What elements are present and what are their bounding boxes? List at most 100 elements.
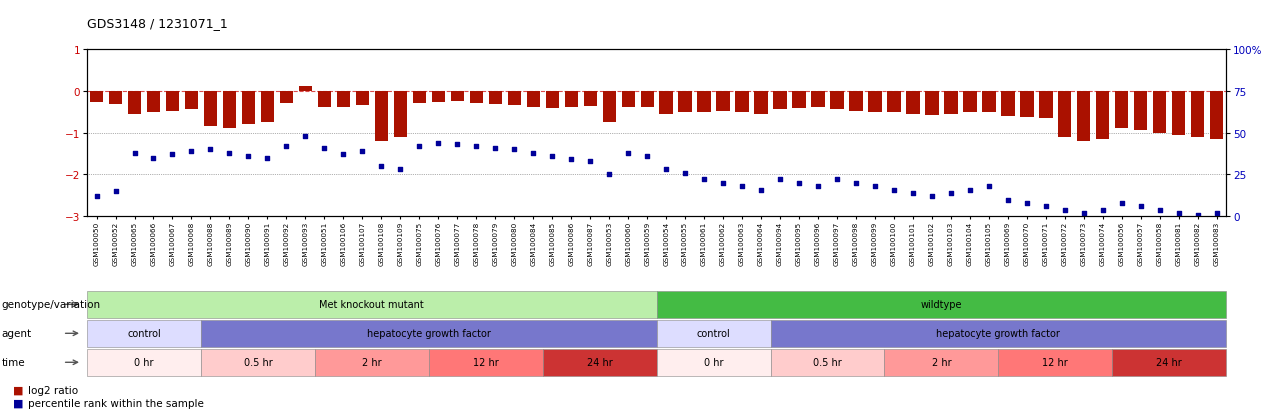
Bar: [166, 91, 179, 112]
Point: [1093, 207, 1114, 214]
Text: 12 hr: 12 hr: [1042, 357, 1069, 368]
Text: 0 hr: 0 hr: [704, 357, 723, 368]
Point: [694, 177, 714, 183]
Bar: [526, 91, 540, 108]
Point: [883, 187, 904, 193]
Bar: [792, 91, 805, 109]
Bar: [736, 91, 749, 112]
Point: [257, 155, 278, 161]
Point: [902, 190, 923, 197]
Point: [865, 183, 886, 190]
Point: [618, 150, 639, 157]
Point: [428, 140, 448, 147]
Bar: [698, 91, 710, 112]
Point: [524, 150, 544, 157]
Bar: [1134, 91, 1147, 131]
Text: 24 hr: 24 hr: [1156, 357, 1183, 368]
Point: [580, 158, 600, 165]
Point: [1016, 200, 1037, 207]
Bar: [242, 91, 255, 125]
Bar: [298, 86, 312, 91]
Bar: [356, 91, 369, 106]
Bar: [1153, 91, 1166, 133]
Bar: [1192, 91, 1204, 138]
Point: [296, 133, 316, 140]
Bar: [678, 91, 691, 113]
Text: control: control: [127, 328, 161, 339]
Point: [447, 142, 467, 148]
Point: [200, 147, 220, 153]
Point: [390, 167, 411, 173]
Bar: [184, 91, 198, 110]
Point: [371, 164, 392, 170]
Bar: [90, 91, 104, 103]
Text: 0.5 hr: 0.5 hr: [813, 357, 842, 368]
Point: [788, 180, 809, 187]
Bar: [659, 91, 673, 114]
Bar: [1020, 91, 1033, 117]
Point: [713, 180, 733, 187]
Point: [504, 147, 525, 153]
Bar: [489, 91, 502, 105]
Bar: [717, 91, 730, 112]
Point: [769, 177, 790, 183]
Bar: [128, 91, 141, 114]
Bar: [508, 91, 521, 106]
Bar: [375, 91, 388, 142]
Bar: [223, 91, 236, 129]
Point: [941, 190, 961, 197]
Point: [143, 155, 164, 161]
Point: [163, 152, 183, 158]
Point: [124, 150, 145, 157]
Bar: [868, 91, 882, 112]
Point: [1207, 210, 1228, 217]
Bar: [564, 91, 577, 107]
Point: [238, 153, 259, 160]
Text: 2 hr: 2 hr: [362, 357, 381, 368]
Point: [333, 152, 353, 158]
Point: [541, 153, 562, 160]
Text: wildtype: wildtype: [920, 299, 963, 310]
Point: [637, 153, 658, 160]
Point: [1074, 210, 1094, 217]
Point: [1169, 210, 1189, 217]
Bar: [451, 91, 463, 102]
Point: [561, 157, 581, 163]
Point: [219, 150, 239, 157]
Point: [808, 183, 828, 190]
Bar: [337, 91, 349, 107]
Bar: [982, 91, 996, 112]
Bar: [831, 91, 844, 110]
Point: [1036, 204, 1056, 210]
Point: [410, 143, 430, 150]
Text: 12 hr: 12 hr: [472, 357, 499, 368]
Bar: [109, 91, 122, 105]
Point: [466, 143, 486, 150]
Bar: [812, 91, 824, 108]
Text: percentile rank within the sample: percentile rank within the sample: [28, 398, 204, 408]
Point: [352, 148, 372, 155]
Bar: [964, 91, 977, 113]
Text: hepatocyte growth factor: hepatocyte growth factor: [367, 328, 490, 339]
Text: time: time: [1, 357, 24, 368]
Text: Met knockout mutant: Met knockout mutant: [320, 299, 424, 310]
Point: [751, 187, 772, 193]
Bar: [887, 91, 901, 113]
Bar: [204, 91, 218, 127]
Bar: [280, 91, 293, 104]
Bar: [1115, 91, 1129, 129]
Bar: [945, 91, 957, 114]
Point: [997, 197, 1018, 204]
Point: [1111, 200, 1132, 207]
Point: [105, 188, 125, 195]
Point: [732, 183, 753, 190]
Point: [485, 145, 506, 152]
Point: [827, 177, 847, 183]
Point: [675, 170, 695, 177]
Text: ■: ■: [13, 398, 23, 408]
Point: [1149, 207, 1170, 214]
Bar: [470, 91, 483, 104]
Bar: [773, 91, 787, 110]
Bar: [754, 91, 768, 114]
Point: [599, 172, 620, 178]
